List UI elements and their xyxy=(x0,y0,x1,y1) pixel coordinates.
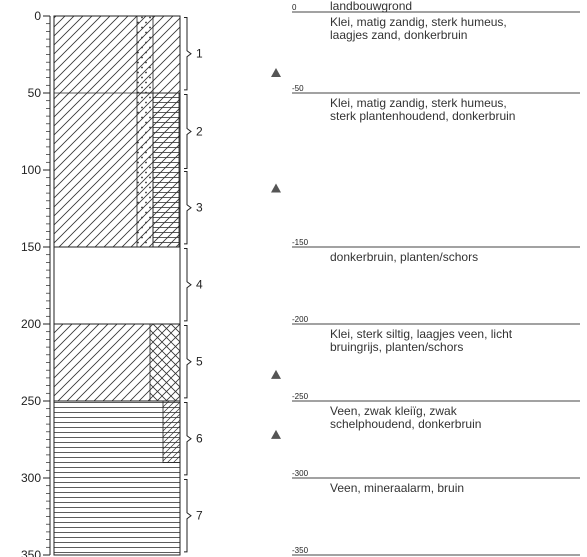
depth-tick-label: 250 xyxy=(21,394,41,408)
layer-description-line: sterk plantenhoudend, donkerbruin xyxy=(330,109,515,123)
layer-description-line: Klei, matig zandig, sterk humeus, xyxy=(330,96,507,110)
strip-interval-peat xyxy=(152,92,180,248)
depth-tick-label: 300 xyxy=(21,471,41,485)
depth-axis: 0 50 100 150 200 250 300 350 xyxy=(21,9,51,557)
depth-tick-label: 50 xyxy=(28,86,42,100)
sample-markers xyxy=(271,67,281,439)
layer-description-line: landbouwgrond xyxy=(330,0,412,13)
depth-tick-label: 350 xyxy=(21,548,41,557)
layer-description-line: Veen, mineraalarm, bruin xyxy=(330,481,464,495)
sample-number: 1 xyxy=(196,47,203,61)
sample-bracket xyxy=(184,479,192,553)
layer-descriptions: 0 landbouwgrond Klei, matig zandig, sterk … xyxy=(292,0,580,556)
strip-interval-sand xyxy=(136,15,154,94)
sample-bracket xyxy=(184,402,192,476)
layer-description-line: Veen, zwak kleiïg, zwak xyxy=(330,404,458,418)
layer-description-line: laagjes zand, donkerbruin xyxy=(330,28,467,42)
lithology-interval-peat xyxy=(53,400,181,556)
sample-number: 4 xyxy=(196,278,203,292)
sample-brackets: 1 2 3 4 5 6 7 xyxy=(184,17,203,553)
depth-tick-label: 0 xyxy=(34,9,41,23)
depth-tick-label: 100 xyxy=(21,163,41,177)
strip-interval-silt xyxy=(149,323,181,402)
depth-tick-label: 150 xyxy=(21,240,41,254)
lithology-strip xyxy=(136,15,181,463)
layer-description-line: schelphoudend, donkerbruin xyxy=(330,417,481,431)
layer-depth-label: -300 xyxy=(292,469,309,478)
layer-depth-label: -50 xyxy=(292,84,304,93)
depth-tick-label: 200 xyxy=(21,317,41,331)
layer-description-line: Klei, matig zandig, sterk humeus, xyxy=(330,15,507,29)
layer-depth-label: -200 xyxy=(292,315,309,324)
sample-number: 3 xyxy=(196,201,203,215)
sample-bracket xyxy=(184,94,192,169)
layer-description-line: Klei, sterk siltig, laagjes veen, licht xyxy=(330,327,513,341)
layer-depth-label: -250 xyxy=(292,392,309,401)
sample-bracket xyxy=(184,248,192,322)
sample-number: 7 xyxy=(196,509,203,523)
triangle-marker-icon xyxy=(271,67,281,77)
sample-bracket xyxy=(184,325,192,399)
sample-number: 6 xyxy=(196,432,203,446)
strip-interval-shell xyxy=(162,400,181,463)
layer-description-line: donkerbruin, planten/schors xyxy=(330,250,478,264)
lithology-interval-empty xyxy=(53,246,181,325)
layer-description-line: bruingrijs, planten/schors xyxy=(330,340,463,354)
layer-depth-label: 0 xyxy=(292,3,297,12)
triangle-marker-icon xyxy=(271,429,281,439)
sample-number: 2 xyxy=(196,125,203,139)
strip-interval-sand xyxy=(136,92,154,248)
sample-number: 5 xyxy=(196,355,203,369)
triangle-marker-icon xyxy=(271,369,281,379)
triangle-marker-icon xyxy=(271,183,281,193)
layer-depth-label: -350 xyxy=(292,546,309,555)
layer-depth-label: -150 xyxy=(292,238,309,247)
sample-bracket xyxy=(184,17,192,91)
sample-bracket xyxy=(184,171,192,245)
